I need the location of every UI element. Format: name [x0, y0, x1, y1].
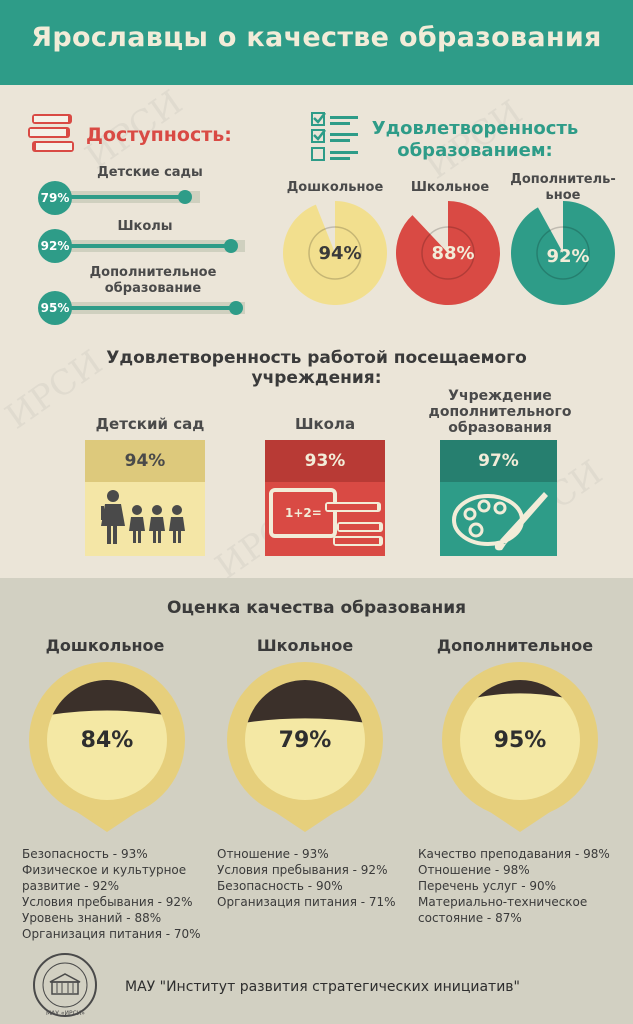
- list-item: Уровень знаний - 88%: [22, 911, 162, 925]
- list-item: Безопасность - 93%: [22, 847, 148, 861]
- medal-cap: [477, 680, 563, 698]
- medal-preschool: [29, 662, 185, 832]
- access-pct: 92%: [38, 229, 72, 263]
- quality-list-additional: Качество преподавания - 98% Отношение - …: [418, 846, 610, 926]
- quality-label: Дополнительное: [436, 636, 594, 655]
- donut-pct: 94%: [318, 243, 362, 264]
- donut-inner-ring: [308, 226, 362, 280]
- quality-medals: [29, 662, 598, 832]
- donut-school: [396, 201, 500, 305]
- access-bar-fill: [60, 244, 230, 248]
- checklist-icon: [310, 110, 360, 162]
- medal-pct: 95%: [493, 728, 547, 753]
- board-books-icon: [269, 488, 383, 546]
- list-item: Условия пребывания - 92%: [217, 863, 388, 877]
- irsi-logo: [30, 952, 100, 1018]
- access-label: Школы: [117, 219, 173, 234]
- access-bar-fill: [60, 195, 183, 199]
- list-item: Перечень услуг - 90%: [418, 879, 557, 893]
- satisfaction-label-line: Дополнитель-: [510, 172, 616, 187]
- quality-title: Оценка качества образования: [166, 598, 467, 618]
- satisfaction-donuts: [283, 201, 616, 305]
- quality-list-school: Отношение - 93% Условия пребывания - 92%…: [217, 846, 396, 910]
- access-label-line: Дополнительное: [89, 265, 217, 280]
- card-header: 93%: [265, 440, 385, 482]
- donut-slice: [396, 201, 500, 305]
- access-bar-end: [224, 239, 238, 253]
- donut-preschool: [283, 201, 387, 305]
- institution-label: Школа: [294, 415, 356, 433]
- satisfaction-title-line: Удовлетворенность: [371, 118, 579, 139]
- medal-school: [227, 662, 383, 832]
- quality-label: Школьное: [256, 636, 354, 655]
- medal-cap: [52, 680, 162, 715]
- access-label: Детские сады: [97, 165, 203, 180]
- board-text: 1+2=: [285, 506, 322, 520]
- institution-title-line: Удовлетворенность работой посещаемого: [106, 348, 527, 368]
- satisfaction-label: Школьное: [410, 180, 490, 195]
- donut-inner-ring: [536, 226, 590, 280]
- list-item: Отношение - 93%: [217, 847, 329, 861]
- list-item: развитие - 92%: [22, 879, 120, 893]
- access-bar-end: [178, 190, 192, 204]
- quality-list-preschool: Безопасность - 93% Физическое и культурн…: [22, 846, 201, 942]
- page-title: Ярославцы о качестве образования: [31, 22, 602, 53]
- satisfaction-label-line: ьное: [545, 188, 581, 203]
- card-header: 94%: [85, 440, 205, 482]
- institution-label: Учреждение дополнительного образования: [420, 388, 580, 436]
- list-item: Организация питания - 71%: [217, 895, 396, 909]
- list-item: состояние - 87%: [418, 911, 522, 925]
- donut-pct: 92%: [546, 246, 590, 267]
- satisfaction-label: Дополнитель- ьное: [508, 172, 618, 204]
- donut-additional: [511, 201, 616, 305]
- footer-org-name: МАУ "Институт развития стратегических ин…: [125, 979, 521, 995]
- list-item: Условия пребывания - 92%: [22, 895, 193, 909]
- medal-pct: 84%: [80, 728, 134, 753]
- donut-slice: [511, 201, 616, 305]
- kindergarten-card: 94%: [85, 440, 205, 556]
- books-icon: [28, 112, 76, 154]
- satisfaction-title-line: образованием:: [397, 140, 553, 161]
- donut-slice: [283, 201, 387, 305]
- satisfaction-label: Дошкольное: [286, 180, 384, 195]
- list-item: Материально-техническое: [418, 895, 588, 909]
- card-header: 97%: [440, 440, 557, 482]
- list-item: Безопасность - 90%: [217, 879, 343, 893]
- palette-icon: [452, 492, 548, 551]
- access-bar-end: [229, 301, 243, 315]
- institution-title-line: учреждения:: [251, 368, 382, 388]
- medal-cap: [247, 680, 363, 723]
- additional-card: 97%: [440, 440, 557, 556]
- list-item: Отношение - 98%: [418, 863, 530, 877]
- medal-additional: [442, 662, 598, 832]
- header-banner: [0, 0, 633, 85]
- quality-label: Дошкольное: [45, 636, 165, 655]
- medal-inner: [460, 680, 580, 800]
- list-item: Качество преподавания - 98%: [418, 847, 610, 861]
- donut-pct: 88%: [431, 243, 475, 264]
- institution-title: Удовлетворенность работой посещаемого уч…: [40, 348, 593, 388]
- access-bar-fill: [60, 306, 237, 310]
- access-label: Дополнительное образование: [78, 265, 228, 297]
- institution-label: Детский сад: [95, 415, 205, 433]
- institution-label-line: образования: [448, 420, 552, 436]
- institution-label-line: дополнительного: [428, 404, 572, 420]
- list-item: Организация питания - 70%: [22, 927, 201, 941]
- medal-pct: 79%: [278, 728, 332, 753]
- satisfaction-title: Удовлетворенность образованием:: [360, 118, 590, 162]
- family-icon: [101, 490, 185, 544]
- logo-text: МАУ «ИРСИ»: [46, 1010, 85, 1017]
- access-title: Доступность:: [86, 124, 232, 146]
- institution-label-line: Учреждение: [448, 388, 552, 404]
- list-item: Физическое и культурное: [22, 863, 187, 877]
- access-pct: 79%: [38, 181, 72, 215]
- school-card: 93% 1+2=: [265, 440, 385, 556]
- access-label-line: образование: [104, 281, 202, 296]
- access-pct: 95%: [38, 291, 72, 325]
- donut-inner-ring: [421, 226, 475, 280]
